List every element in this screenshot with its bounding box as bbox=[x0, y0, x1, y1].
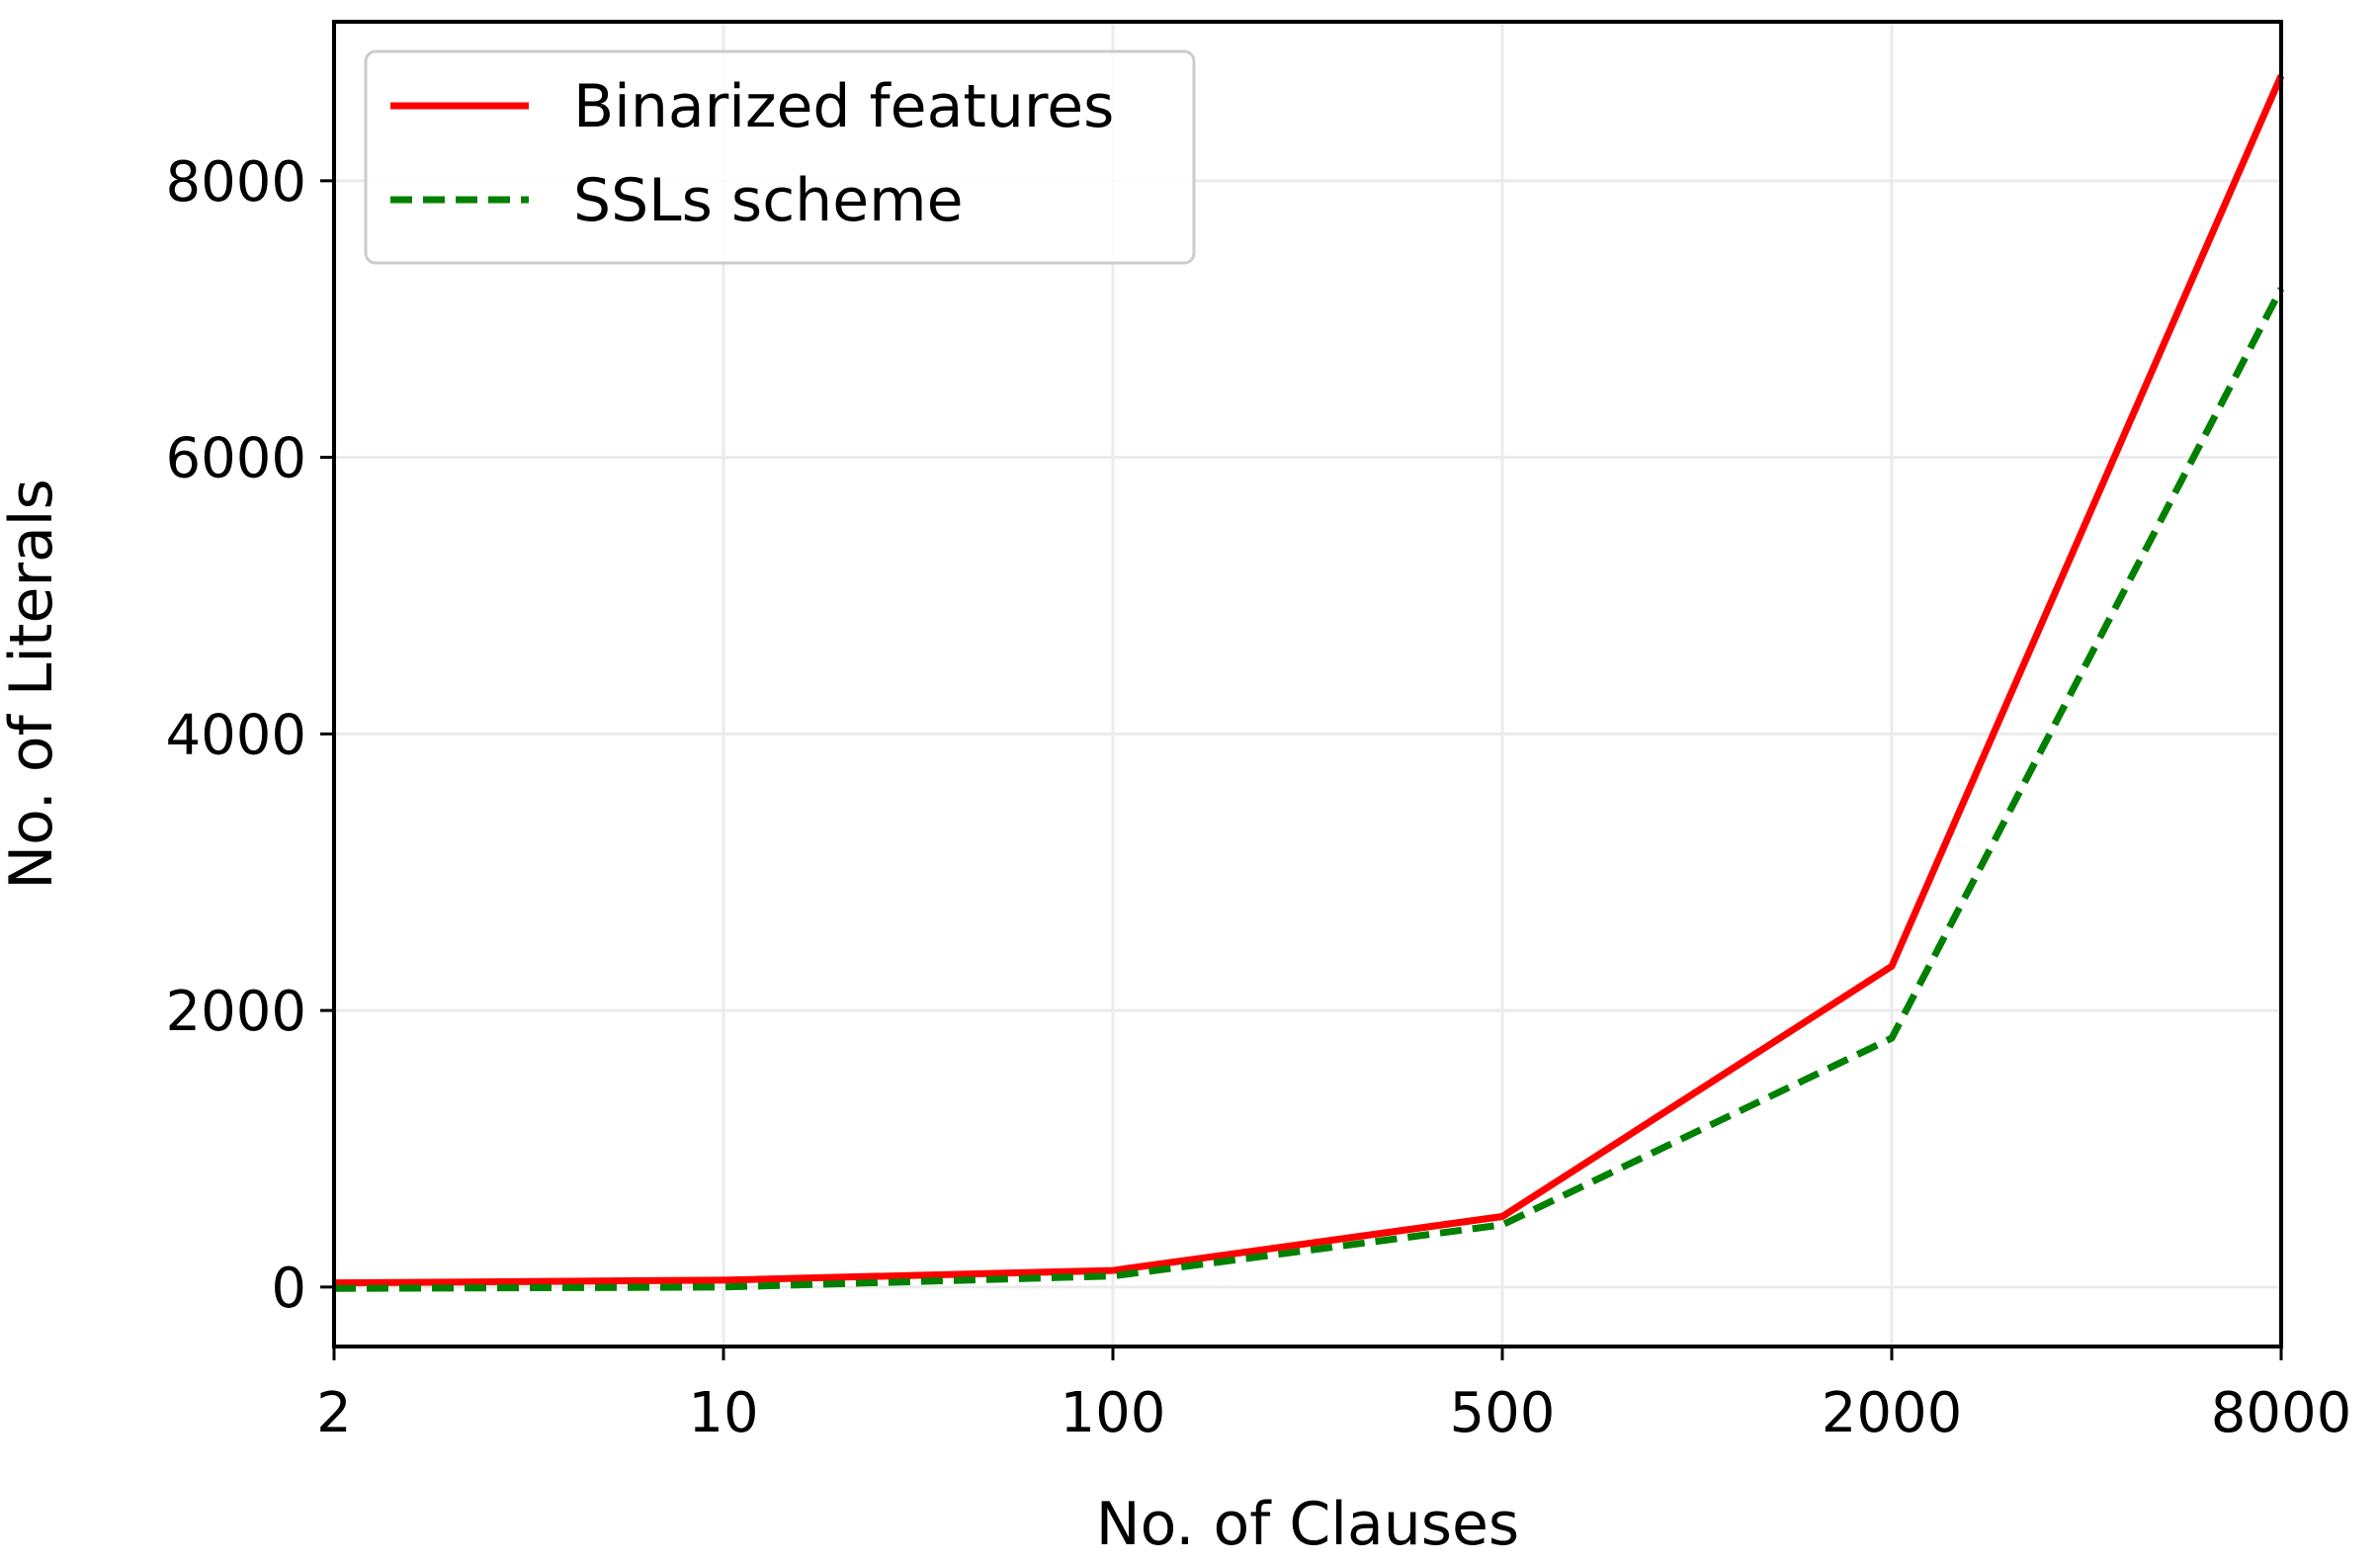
x-tick-label: 8000 bbox=[2211, 1381, 2352, 1445]
legend-box bbox=[364, 49, 1196, 265]
y-tick-label: 4000 bbox=[165, 703, 306, 767]
x-axis-title: No. of Clauses bbox=[1096, 1490, 1519, 1559]
y-tick-label: 0 bbox=[271, 1257, 306, 1321]
axis-ticks: 2 10 100 500 2000 8000 0 2000 4000 6000 8000 bbox=[165, 150, 2351, 1445]
x-tick-label: 500 bbox=[1450, 1381, 1556, 1445]
y-tick-label: 6000 bbox=[165, 427, 306, 491]
legend: Binarized features SSLs scheme bbox=[364, 49, 1196, 265]
series-line-1 bbox=[333, 74, 2285, 1287]
y-tick-label: 2000 bbox=[165, 980, 306, 1044]
x-tick-label: 2000 bbox=[1822, 1381, 1963, 1445]
y-tick-label: 8000 bbox=[165, 150, 306, 215]
series-line-2 bbox=[333, 287, 2285, 1292]
x-tick-label: 10 bbox=[688, 1381, 758, 1445]
series-layer bbox=[333, 74, 2285, 1292]
legend-label-1: Binarized features bbox=[573, 72, 1114, 141]
x-tick-label: 100 bbox=[1061, 1381, 1166, 1445]
x-tick-label: 2 bbox=[316, 1381, 352, 1445]
legend-label-2: SSLs scheme bbox=[573, 166, 963, 235]
plot-frame bbox=[332, 20, 2283, 1348]
y-axis-title: No. of Literals bbox=[0, 478, 66, 890]
